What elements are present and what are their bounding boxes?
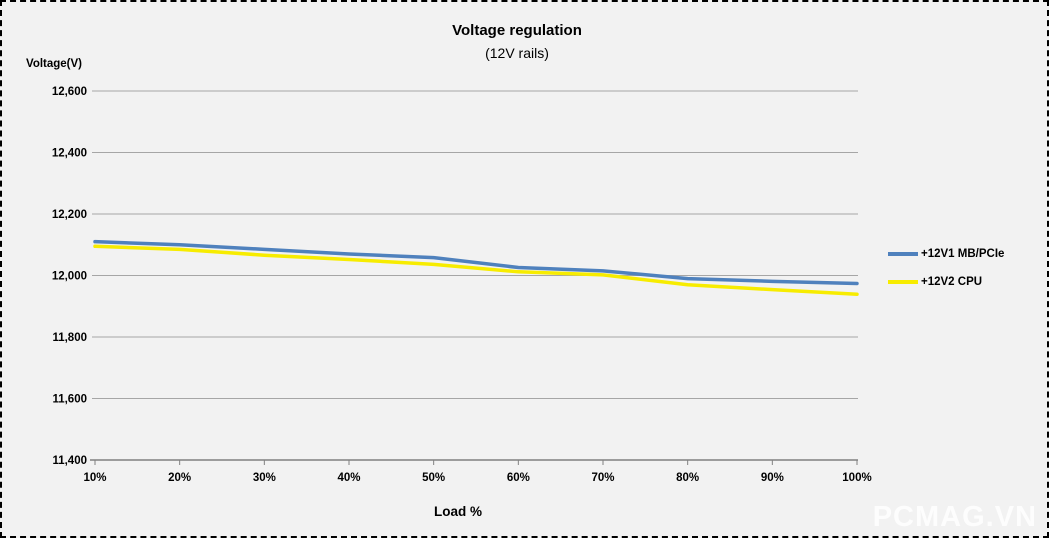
y-axis-title: Voltage(V) [26,58,83,70]
legend-item: +12V1 MB/PCIe [888,246,1004,262]
series-line [93,244,859,297]
y-tick-label: 11,600 [52,394,87,406]
y-tick-label: 12,400 [52,148,87,160]
series-line [93,239,859,286]
y-tick-label: 11,400 [52,455,87,467]
x-tick-label: 10% [83,472,106,484]
legend-label: +12V1 MB/PCIe [921,248,1005,260]
y-tick-label: 11,800 [52,332,87,344]
x-tick-label: 30% [253,472,276,484]
chart-subtitle: (12V rails) [485,45,549,61]
x-tick-label: 40% [337,472,360,484]
chart-title: Voltage regulation [452,22,582,39]
x-tick-label: 90% [761,472,784,484]
x-tick-label: 60% [507,472,530,484]
y-tick-label: 12,000 [52,271,87,283]
y-tick-label: 12,200 [52,209,87,221]
legend-swatch [888,252,918,256]
x-tick-label: 50% [422,472,445,484]
y-tick-label: 12,600 [52,86,87,98]
legend: +12V1 MB/PCIe +12V2 CPU [888,246,1004,302]
legend-label: +12V2 CPU [921,276,983,288]
x-tick-label: 70% [591,472,614,484]
x-tick-label: 80% [676,472,699,484]
x-axis-title: Load % [433,504,482,519]
x-tick-label: 20% [168,472,191,484]
legend-swatch [888,280,918,284]
legend-item: +12V2 CPU [888,274,1004,290]
x-tick-label: 100% [842,472,871,484]
watermark: PCMAG.VN [872,501,1037,533]
